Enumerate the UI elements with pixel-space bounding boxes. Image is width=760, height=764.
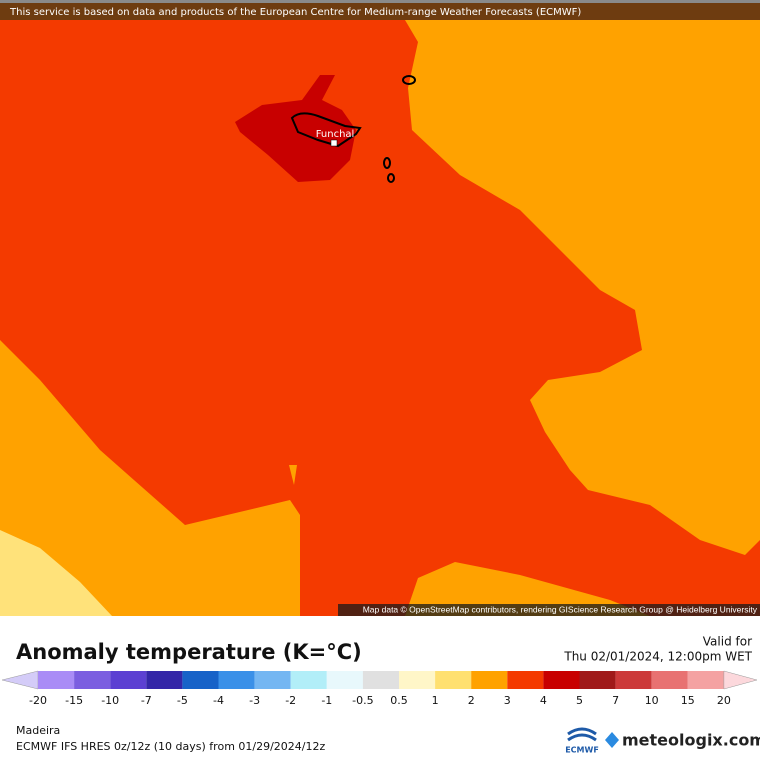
colorbar-above [723, 670, 758, 690]
coastline [383, 157, 391, 169]
attribution-bg [338, 604, 760, 616]
colorbar-tick-label: 7 [612, 694, 619, 707]
colorbar-swatch [579, 671, 616, 689]
colorbar-tick-label: -3 [249, 694, 260, 707]
run-info: ECMWF IFS HRES 0z/12z (10 days) from 01/… [16, 740, 326, 753]
region: Madeira [16, 724, 60, 737]
coastline [387, 173, 395, 183]
colorbar-below [1, 670, 39, 690]
colorbar-swatch [615, 671, 652, 689]
city-marker [330, 139, 338, 147]
colorbar-swatch [326, 671, 363, 689]
colorbar-swatch [507, 671, 544, 689]
colorbar-tick-label: 5 [576, 694, 583, 707]
colorbar-swatch [218, 671, 255, 689]
colorbar-swatch [254, 671, 291, 689]
header-bar [0, 0, 760, 20]
colorbar-swatch [38, 671, 75, 689]
colorbar: -20 -15 -10 -7 -5 -4 -3 -2 -1 -0.5 0.5 1 2 3 4 5 7 10 15 20 [1, 670, 758, 707]
colorbar-swatch [182, 671, 219, 689]
brand: meteologix.com [622, 731, 760, 750]
colorbar-tick-label: -2 [285, 694, 296, 707]
colorbar-tick-label: -1 [321, 694, 332, 707]
colorbar-tick-label: -7 [141, 694, 152, 707]
colorbar-tick-label: 3 [504, 694, 511, 707]
colorbar-tick-label: -4 [213, 694, 224, 707]
colorbar-tick-label: 0.5 [390, 694, 408, 707]
colorbar-swatch [399, 671, 436, 689]
colorbar-swatch [471, 671, 508, 689]
city-label: Funchal [316, 129, 355, 140]
colorbar-tick-label: -15 [65, 694, 83, 707]
ecmwf-icon [567, 727, 597, 742]
coastline [402, 75, 416, 85]
ecmwf-logo: ECMWF [565, 746, 599, 755]
anomaly-area [0, 20, 760, 616]
anomaly-area [405, 562, 650, 616]
brand-icon [605, 732, 619, 748]
anomaly-area [289, 465, 297, 485]
colorbar-swatch [687, 671, 724, 689]
colorbar-swatch [74, 671, 111, 689]
colorbar-swatch [290, 671, 327, 689]
colorbar-swatch [362, 671, 399, 689]
colorbar-swatch [543, 671, 580, 689]
colorbar-swatch [651, 671, 688, 689]
valid-time: Thu 02/01/2024, 12:00pm WET [563, 650, 752, 664]
colorbar-tick-label: -20 [29, 694, 47, 707]
colorbar-tick-label: 2 [468, 694, 475, 707]
colorbar-tick-label: 15 [681, 694, 695, 707]
colorbar-swatch [146, 671, 183, 689]
colorbar-tick-label: 4 [540, 694, 547, 707]
colorbar-swatch [435, 671, 472, 689]
colorbar-tick-label: 1 [432, 694, 439, 707]
header-line [0, 0, 760, 3]
colorbar-tick-label: 20 [717, 694, 731, 707]
colorbar-tick-label: -0.5 [352, 694, 373, 707]
colorbar-tick-label: -10 [101, 694, 119, 707]
attribution: Map data © OpenStreetMap contributors, r… [363, 604, 758, 614]
legend-title: Anomaly temperature (K=°C) [16, 640, 362, 664]
colorbar-tick-label: -5 [177, 694, 188, 707]
anomaly-area [0, 530, 112, 616]
header-notice: This service is based on data and produc… [9, 7, 581, 18]
colorbar-swatch [110, 671, 147, 689]
colorbar-tick-label: 10 [645, 694, 659, 707]
valid-label: Valid for [703, 635, 752, 649]
